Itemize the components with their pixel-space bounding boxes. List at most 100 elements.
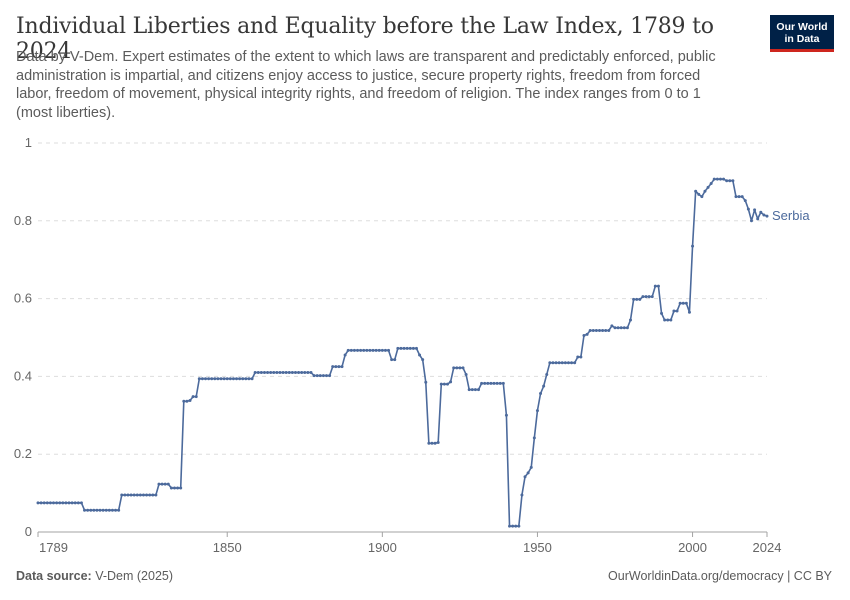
data-point [247,377,251,381]
chart-title: Individual Liberties and Equality before… [16,14,714,64]
data-source-value: V-Dem (2025) [95,569,174,583]
data-point [98,508,102,512]
data-source-label: Data source: [16,569,92,583]
data-point [200,377,204,381]
data-point [697,192,701,196]
data-point [349,348,353,352]
data-point [712,177,716,181]
license-link[interactable]: CC BY [793,569,832,583]
data-point [539,392,543,396]
data-point [591,329,595,332]
owid-logo[interactable]: Our World in Data [770,15,834,52]
data-point [470,388,474,392]
data-point [560,361,564,365]
data-point [625,326,629,330]
data-point [101,508,105,512]
data-point [629,318,633,322]
y-tick-label: 0 [25,524,32,539]
data-point [315,374,319,378]
data-point [79,501,83,505]
data-point [585,332,589,336]
data-point [359,348,363,352]
data-point [399,346,403,350]
data-point [458,366,462,370]
data-point [377,348,381,352]
data-point [504,413,508,417]
data-point [213,377,217,381]
data-point [579,355,583,359]
data-point [362,348,366,352]
data-point [495,381,499,385]
data-point [176,486,180,490]
data-point [650,295,654,299]
data-point [439,382,443,386]
data-point [570,361,574,365]
data-point [734,195,738,199]
data-point [104,508,108,512]
data-point [731,179,735,183]
data-point [663,318,667,322]
data-point [219,377,223,381]
source-link[interactable]: OurWorldinData.org/democracy [608,569,784,583]
data-point [396,346,400,350]
data-point [678,301,682,305]
data-point [228,377,232,381]
data-point [48,501,52,505]
data-point [545,372,549,376]
data-point [222,377,226,381]
data-point [154,493,158,497]
data-point [275,371,279,375]
data-point [110,508,114,512]
data-point [421,358,425,362]
data-point [464,372,468,376]
data-point [141,493,145,497]
data-point [681,301,685,305]
data-point [656,284,660,288]
data-point [204,377,208,381]
data-point [436,441,440,445]
data-point [207,377,211,381]
data-point [743,199,747,203]
data-point [235,377,239,381]
data-point [328,374,332,378]
data-point [52,501,56,505]
data-point [89,508,93,512]
data-point [300,371,304,375]
data-point [455,366,459,370]
y-tick-label: 0.6 [14,291,32,306]
data-point [660,311,664,315]
data-point [430,441,434,445]
data-point [473,388,477,392]
data-point [414,346,418,350]
data-point [700,195,704,199]
data-point [325,374,328,378]
data-point [411,346,415,350]
data-point [675,309,679,313]
data-point [179,486,183,490]
data-point [529,465,533,469]
chart-subtitle: Data by V-Dem. Expert estimates of the e… [16,49,716,121]
data-point [548,361,552,365]
logo-line-2: in Data [784,33,820,45]
data-point [669,318,673,322]
data-point [123,493,127,497]
data-point [691,244,695,248]
data-point [737,195,741,199]
data-point [684,301,688,305]
data-point [306,371,310,375]
data-point [225,377,229,381]
y-tick-label: 0.2 [14,446,32,461]
data-point [573,361,577,365]
data-point [762,213,766,217]
data-point [250,377,254,381]
data-point [55,501,59,505]
data-point [371,348,375,352]
x-tick-label: 2024 [753,540,782,555]
data-point [253,371,257,375]
data-point [514,524,518,528]
data-point [483,381,487,385]
data-point [588,329,592,332]
data-point [709,181,713,185]
data-point [138,493,142,497]
x-tick-label: 1900 [368,540,397,555]
